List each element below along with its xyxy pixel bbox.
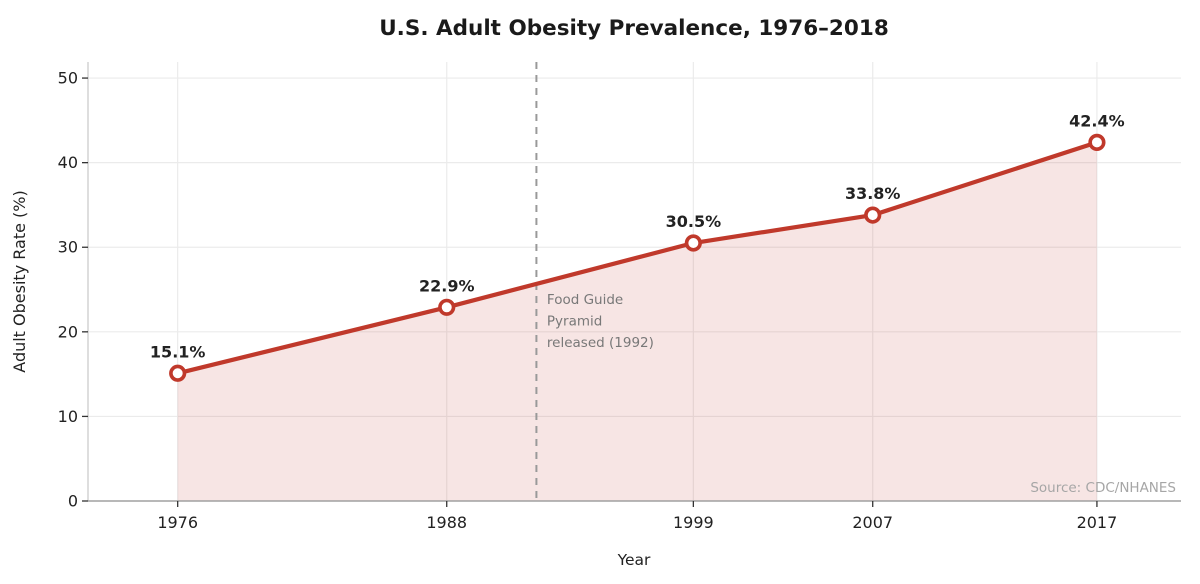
y-tick-label: 50: [58, 69, 78, 88]
x-tick-label: 1988: [426, 513, 467, 532]
data-point-marker: [684, 234, 702, 252]
y-tick-label: 0: [68, 492, 78, 511]
chart-title: U.S. Adult Obesity Prevalence, 1976–2018: [379, 16, 889, 41]
area-layer: [177, 142, 1097, 502]
series-layer: [169, 133, 1106, 382]
x-tick-label: 2007: [852, 513, 893, 532]
x-tick-label: 1999: [673, 513, 714, 532]
data-point-label: 15.1%: [150, 342, 206, 361]
annotation-line-1: Food Guide: [547, 292, 623, 308]
axis-layer: 0 10 20 30 40 50 1976 1988 1999 2007 2017: [58, 62, 1181, 532]
data-point-marker: [1088, 133, 1106, 151]
grid-layer: [88, 62, 1181, 501]
data-point-label: 30.5%: [666, 212, 722, 231]
area-fill: [177, 142, 1097, 502]
x-tick-label: 1976: [157, 513, 198, 532]
x-tick-label: 2017: [1077, 513, 1118, 532]
data-point-label: 22.9%: [419, 276, 475, 295]
y-axis-label: Adult Obesity Rate (%): [10, 190, 29, 372]
annotation-line-2: Pyramid: [547, 314, 602, 330]
data-point-marker: [864, 206, 882, 224]
data-point-marker: [438, 298, 456, 316]
y-tick-label: 30: [58, 238, 78, 257]
y-tick-label: 40: [58, 153, 78, 172]
data-point-marker: [169, 364, 187, 382]
data-point-label: 33.8%: [845, 184, 901, 203]
x-axis-label: Year: [617, 551, 651, 569]
event-annotation: Food Guide Pyramid released (1992): [547, 292, 654, 351]
y-tick-label: 10: [58, 407, 78, 426]
y-tick-label: 20: [58, 322, 78, 341]
data-point-label: 42.4%: [1069, 111, 1125, 130]
data-label-layer: 15.1% 22.9% 30.5% 33.8% 42.4%: [150, 111, 1125, 361]
source-note: Source: CDC/NHANES: [1030, 480, 1176, 496]
annotation-line-3: released (1992): [547, 335, 654, 351]
